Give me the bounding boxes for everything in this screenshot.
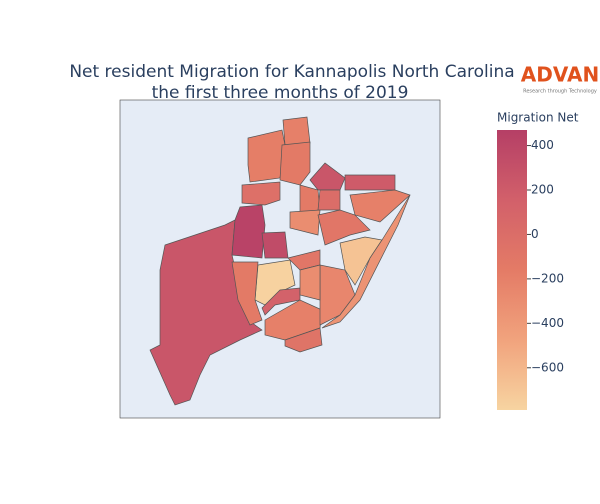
region — [231, 261, 263, 326]
colorbar-tick-label: 400 — [531, 138, 554, 152]
region — [261, 231, 289, 259]
region — [299, 264, 321, 301]
colorbar-tick-label: −200 — [531, 271, 564, 285]
region — [321, 194, 411, 329]
colorbar — [497, 130, 527, 410]
region — [241, 181, 281, 206]
chart-title: the first three months of 2019 — [152, 83, 409, 103]
colorbar-tick-label: −600 — [531, 360, 564, 374]
region — [282, 116, 311, 146]
region — [317, 209, 371, 246]
logo-tagline: Research through Technology — [523, 89, 597, 95]
colorbar-tick-label: −400 — [531, 316, 564, 330]
region — [317, 189, 341, 211]
chart-title: Net resident Migration for Kannapolis No… — [69, 62, 514, 82]
colorbar-tick-label: 200 — [531, 183, 554, 197]
region — [279, 141, 311, 186]
region — [349, 189, 411, 223]
region — [247, 129, 286, 183]
colorbar-title: Migration Net — [497, 111, 579, 125]
region — [289, 209, 321, 236]
region — [284, 327, 323, 353]
logo: ADVAN — [521, 63, 599, 87]
region — [309, 162, 346, 191]
region — [344, 174, 396, 191]
colorbar-tick-label: 0 — [531, 227, 539, 241]
